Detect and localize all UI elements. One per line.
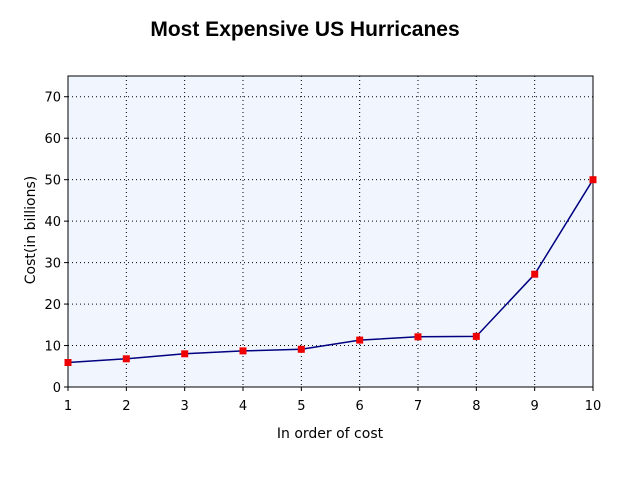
data-series (64, 176, 597, 366)
x-axis-label: In order of cost (277, 426, 384, 442)
x-tick-label: 2 (122, 399, 130, 414)
data-point-marker (181, 350, 189, 358)
axis-ticks: 0 10 20 30 40 50 60 70 1 2 3 4 5 6 7 8 9 10 (44, 91, 601, 414)
data-point-marker (64, 359, 72, 366)
series-line (67, 179, 594, 364)
y-tick-label: 10 (44, 340, 61, 355)
x-tick-label: 4 (239, 399, 247, 414)
y-axis-label: Cost(in billions) (23, 176, 39, 284)
x-tick-label: 6 (356, 399, 364, 414)
data-point-marker (297, 345, 305, 353)
x-tick-label: 3 (181, 399, 189, 414)
data-point-marker (589, 176, 597, 184)
data-point-marker (531, 270, 539, 278)
data-point-marker (239, 347, 247, 355)
y-tick-label: 60 (44, 132, 61, 147)
y-tick-label: 20 (44, 298, 61, 313)
data-point-marker (122, 355, 130, 363)
x-tick-label: 1 (64, 399, 72, 414)
chart-title: Most Expensive US Hurricanes (150, 18, 459, 41)
y-tick-label: 0 (53, 381, 61, 396)
y-tick-label: 40 (44, 215, 61, 230)
x-tick-label: 5 (297, 399, 305, 414)
plot-border (67, 75, 594, 388)
plot-area (68, 76, 593, 387)
x-tick-label: 10 (585, 399, 602, 414)
x-tick-label: 8 (472, 399, 480, 414)
data-point-marker (472, 332, 480, 340)
y-tick-label: 30 (44, 257, 61, 272)
y-tick-label: 50 (44, 174, 61, 189)
data-point-marker (356, 336, 364, 344)
data-point-marker (414, 333, 422, 341)
x-tick-label: 9 (531, 399, 539, 414)
x-tick-label: 7 (414, 399, 422, 414)
y-tick-label: 70 (44, 91, 61, 106)
